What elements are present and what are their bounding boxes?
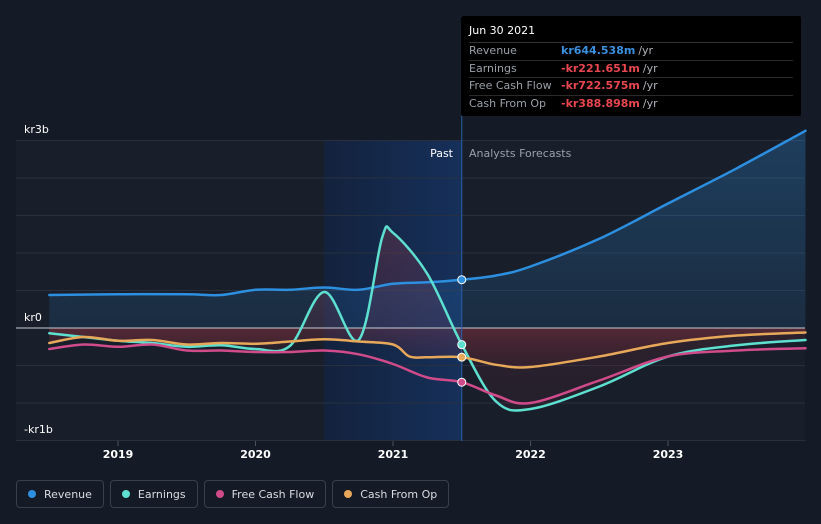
legend-item-earnings[interactable]: Earnings — [109, 480, 198, 508]
free-cash-flow-marker[interactable] — [457, 377, 467, 387]
past-label: Past — [430, 147, 454, 160]
tooltip-row-cash-from-op: Cash From Op -kr388.898m/yr — [469, 96, 793, 113]
tooltip-row-name: Revenue — [469, 44, 517, 57]
tooltip-row-name: Free Cash Flow — [469, 79, 552, 92]
legend-dot-icon — [344, 490, 353, 498]
forecast-label: Analysts Forecasts — [469, 147, 572, 160]
cash-from-op-area — [49, 328, 806, 368]
series-areas — [49, 130, 806, 411]
tooltip-row-value: -kr221.651m — [561, 61, 640, 75]
legend-item-revenue[interactable]: Revenue — [16, 480, 104, 508]
revenue-marker[interactable] — [457, 275, 467, 285]
earnings-area — [49, 226, 806, 411]
x-tick-label-2022: 2022 — [515, 448, 546, 461]
legend-dot-icon — [215, 490, 224, 498]
tooltip-row-name: Earnings — [469, 61, 517, 75]
cash-from-op-marker[interactable] — [457, 352, 467, 362]
legend-label: Earnings — [137, 487, 186, 501]
tooltip-row-unit: /yr — [638, 44, 654, 57]
legend: Revenue Earnings Free Cash Flow Cash From O… — [16, 480, 450, 508]
revenue-line — [48, 129, 807, 297]
present-markers — [457, 275, 467, 387]
tooltip-row-unit: /yr — [642, 96, 658, 110]
x-axis-ticks: 2019 2020 2021 2022 2023 — [103, 441, 684, 461]
y-tick-label-bottom: -kr1b — [24, 423, 53, 436]
legend-label: Cash From Op — [360, 487, 438, 501]
free-cash-flow-line — [48, 343, 807, 405]
tooltip-row-value: -kr722.575m — [561, 79, 640, 92]
tooltip-row-name: Cash From Op — [469, 96, 547, 110]
tooltip-row-unit: /yr — [642, 61, 658, 75]
legend-dot-icon — [28, 490, 36, 498]
tooltip-row-earnings: Earnings -kr221.651m/yr — [469, 61, 793, 78]
tooltip-row-revenue: Revenue kr644.538m/yr — [469, 43, 793, 61]
tooltip-row-value: kr644.538m — [561, 44, 636, 57]
revenue-area — [49, 130, 806, 328]
y-tick-label-zero: kr0 — [24, 311, 42, 324]
tooltip-date: Jun 30 2021 — [469, 24, 793, 43]
x-tick-label-2020: 2020 — [240, 448, 271, 461]
legend-label: Free Cash Flow — [231, 487, 315, 501]
tooltip-rows: Revenue kr644.538m/yr Earnings -kr221.651m /… — [469, 43, 793, 112]
x-tick-label-2021: 2021 — [378, 448, 409, 461]
legend-item-cash-from-op[interactable]: Cash From Op — [332, 480, 450, 508]
legend-dot-icon — [121, 490, 130, 498]
earnings-line — [48, 225, 807, 412]
y-tick-label-top: kr3b — [24, 123, 49, 136]
tooltip-row-free-cash-flow: Free Cash Flow -kr722.575m/yr — [469, 78, 793, 96]
cash-from-op-line — [48, 331, 807, 369]
x-tick-label-2019: 2019 — [103, 448, 134, 461]
tooltip-row-unit: /yr — [642, 79, 658, 92]
legend-item-free-cash-flow[interactable]: Free Cash Flow — [203, 480, 327, 508]
x-tick-label-2023: 2023 — [653, 448, 684, 461]
earnings-marker[interactable] — [457, 340, 467, 350]
tooltip: Jun 30 2021 Revenue kr644.538m/yr Earnings… — [461, 16, 801, 116]
legend-label: Revenue — [44, 487, 92, 501]
tooltip-row-value: -kr388.898m — [561, 96, 640, 110]
series-lines — [48, 129, 807, 412]
